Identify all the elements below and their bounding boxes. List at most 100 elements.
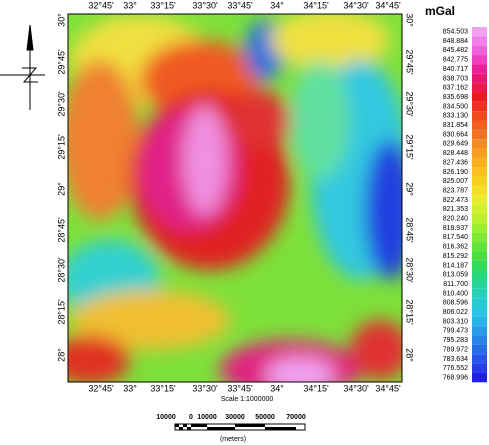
north-arrow [0, 24, 45, 110]
legend-value: 830.664 [443, 131, 468, 138]
longitude-label: 34° [270, 383, 284, 393]
legend-value: 826.190 [443, 169, 468, 176]
legend-swatch [472, 232, 487, 243]
legend-value: 808.596 [443, 300, 468, 307]
legend-swatch [472, 92, 487, 102]
legend-swatch [472, 101, 487, 112]
legend-unit: mGal [425, 4, 455, 18]
latitude-label: 29° [56, 182, 66, 196]
legend-swatch [472, 83, 487, 93]
latitude-label: 28°30' [56, 257, 66, 283]
longitude-label: 33° [123, 383, 137, 393]
scale-bar [174, 423, 306, 431]
legend-swatch [472, 316, 487, 327]
legend-swatch [472, 27, 487, 37]
legend-swatch [472, 279, 487, 289]
latitude-label: 29°15' [405, 134, 415, 160]
legend-swatch [472, 157, 487, 168]
legend-value: 838.703 [443, 75, 468, 82]
legend-value: 814.187 [443, 262, 468, 269]
longitude-label: 33°15' [150, 0, 176, 10]
longitude-label: 33°45' [227, 383, 253, 393]
longitude-label: 34°15' [303, 0, 329, 10]
legend-swatch [472, 120, 487, 130]
longitude-label: 34°45' [375, 0, 401, 10]
latitude-label: 30° [56, 13, 66, 27]
legend-value: 834.500 [443, 103, 468, 110]
legend-value: 810.400 [443, 290, 468, 297]
legend-swatch [472, 167, 487, 177]
legend-swatch [472, 139, 487, 149]
legend-value: 821.353 [443, 206, 468, 213]
legend-swatch [472, 129, 487, 140]
longitude-label: 34°30' [343, 0, 369, 10]
longitude-label: 33° [123, 0, 137, 10]
longitude-label: 33°15' [150, 383, 176, 393]
legend-swatch [472, 45, 487, 56]
legend-swatch [472, 176, 487, 186]
scale-unit: (meters) [220, 436, 246, 443]
latitude-label: 28°15' [56, 299, 66, 325]
longitude-label: 34°30' [343, 383, 369, 393]
legend-swatch [472, 363, 487, 373]
latitude-label: 28°30' [405, 257, 415, 283]
legend-swatch [472, 223, 487, 233]
legend-swatch [472, 214, 487, 224]
legend-value: 789.972 [443, 346, 468, 353]
legend-swatch [472, 307, 487, 317]
legend-swatch [472, 354, 487, 364]
legend-value: 823.787 [443, 187, 468, 194]
legend-swatch [472, 111, 487, 121]
legend-swatch [472, 344, 487, 355]
legend-value: 822.473 [443, 197, 468, 204]
longitude-label: 33°30' [192, 383, 218, 393]
legend-value: 768.996 [443, 374, 468, 381]
longitude-label: 34°45' [375, 383, 401, 393]
legend-swatch [472, 335, 487, 345]
scale-label: 0 [189, 414, 193, 421]
legend-swatch [472, 64, 487, 74]
scale-text: Scale 1:1000000 [221, 396, 274, 403]
legend-swatch [472, 242, 487, 252]
legend-swatch [472, 55, 487, 65]
legend-swatch [472, 372, 487, 383]
legend-value: 815.292 [443, 253, 468, 260]
longitude-label: 32°45' [88, 383, 114, 393]
legend-value: 820.240 [443, 216, 468, 223]
legend-swatch [472, 326, 487, 336]
legend-swatch [472, 36, 487, 46]
legend-value: 806.022 [443, 309, 468, 316]
legend-value: 840.717 [443, 66, 468, 73]
latitude-label: 29°45' [405, 49, 415, 75]
latitude-label: 28° [56, 348, 66, 362]
legend-value: 811.700 [443, 281, 468, 288]
scale-label: 70000 [286, 414, 306, 421]
legend-swatch [472, 288, 487, 299]
legend-value: 854.503 [443, 29, 468, 36]
longitude-label: 33°30' [192, 0, 218, 10]
map-frame [67, 13, 403, 383]
legend-swatch [472, 195, 487, 205]
longitude-label: 32°45' [88, 0, 114, 10]
legend-value: 795.283 [443, 337, 468, 344]
legend-swatch [472, 148, 487, 158]
latitude-label: 28° [405, 348, 415, 362]
legend-value: 837.162 [443, 85, 468, 92]
latitude-label: 29° [405, 182, 415, 196]
legend-value: 842.775 [443, 57, 468, 64]
legend-value: 831.854 [443, 122, 468, 129]
latitude-label: 30° [405, 13, 415, 27]
longitude-label: 34°15' [303, 383, 329, 393]
legend-value: 783.634 [443, 356, 468, 363]
legend-value: 845.482 [443, 47, 468, 54]
legend-value: 816.362 [443, 244, 468, 251]
legend-value: 817.540 [443, 234, 468, 241]
legend-swatch [472, 185, 487, 196]
latitude-label: 28°45' [405, 217, 415, 243]
legend-swatch [472, 251, 487, 261]
legend-value: 803.310 [443, 318, 468, 325]
longitude-label: 33°45' [227, 0, 253, 10]
legend-value: 799.473 [443, 328, 468, 335]
legend-swatch [472, 298, 487, 308]
